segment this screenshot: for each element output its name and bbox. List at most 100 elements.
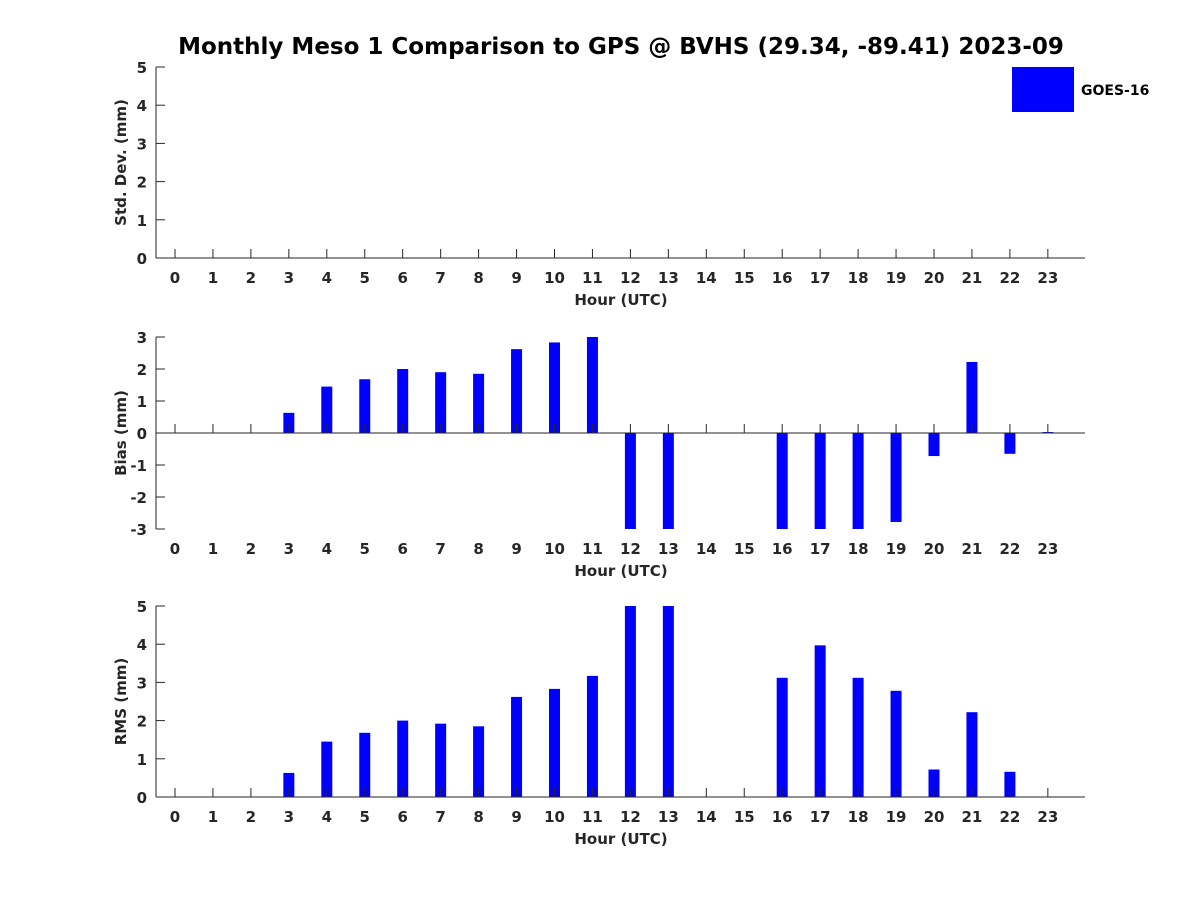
y-axis-label: Std. Dev. (mm)	[112, 99, 130, 226]
y-tick-label: 3	[137, 674, 147, 692]
x-tick-label: 1	[208, 808, 218, 826]
bar-hour-8	[473, 726, 485, 797]
bar-hour-8	[473, 373, 485, 433]
legend-label: GOES-16	[1081, 83, 1149, 99]
x-tick-label: 17	[810, 540, 831, 558]
x-tick-label: 20	[924, 540, 945, 558]
x-tick-label: 6	[397, 540, 407, 558]
bar-hour-3	[283, 772, 295, 797]
x-tick-label: 15	[734, 269, 755, 287]
x-tick-label: 8	[473, 269, 483, 287]
x-tick-label: 10	[544, 808, 565, 826]
x-tick-label: 9	[511, 269, 521, 287]
x-tick-label: 5	[360, 269, 370, 287]
x-tick-label: 11	[582, 808, 603, 826]
bar-hour-20	[928, 433, 940, 457]
x-tick-label: 13	[658, 540, 679, 558]
x-tick-label: 2	[246, 808, 256, 826]
bar-hour-9	[511, 696, 523, 797]
bar-hour-13	[662, 606, 674, 797]
x-tick-label: 22	[999, 540, 1020, 558]
x-tick-label: 21	[962, 269, 983, 287]
x-tick-label: 16	[772, 808, 793, 826]
x-axis-label: Hour (UTC)	[574, 562, 667, 580]
x-tick-label: 18	[848, 269, 869, 287]
bar-hour-5	[359, 379, 371, 433]
x-tick-label: 3	[284, 808, 294, 826]
x-tick-label: 0	[170, 808, 180, 826]
bar-hour-16	[776, 677, 788, 797]
y-tick-label: 0	[137, 425, 147, 443]
x-tick-label: 17	[810, 808, 831, 826]
panel-1: 0 1 2 3 4 5 6 7 8 9 10 11 12 13 14 15 16 17 18 19 20 21 22 2301…	[112, 59, 1085, 309]
y-axis-label: RMS (mm)	[112, 658, 130, 745]
x-tick-label: 15	[734, 540, 755, 558]
x-tick-label: 22	[999, 269, 1020, 287]
bar-hour-18	[852, 677, 864, 797]
bar-series	[283, 337, 1054, 529]
bar-hour-4	[321, 386, 333, 433]
bar-hour-19	[890, 433, 902, 522]
x-tick-label: 7	[435, 269, 445, 287]
x-tick-label: 21	[962, 540, 983, 558]
x-tick-label: 5	[360, 540, 370, 558]
x-tick-label: 4	[322, 540, 332, 558]
x-tick-label: 14	[696, 269, 717, 287]
bar-hour-17	[814, 645, 826, 797]
bar-hour-4	[321, 741, 333, 797]
bar-hour-11	[586, 337, 598, 433]
legend-swatch	[1012, 67, 1074, 112]
bar-hour-11	[586, 675, 598, 797]
x-tick-label: 19	[886, 808, 907, 826]
bar-hour-12	[624, 606, 636, 797]
bar-hour-5	[359, 732, 371, 797]
bar-hour-3	[283, 412, 295, 433]
x-tick-label: 1	[208, 269, 218, 287]
y-tick-label: 5	[137, 598, 147, 616]
x-tick-label: 8	[473, 808, 483, 826]
bar-hour-18	[852, 433, 864, 529]
y-tick-label: 2	[137, 361, 147, 379]
y-tick-label: -3	[130, 521, 147, 539]
x-tick-label: 5	[360, 808, 370, 826]
x-tick-label: 16	[772, 269, 793, 287]
y-tick-label: 4	[137, 636, 147, 654]
bar-hour-10	[549, 342, 560, 433]
x-tick-label: 20	[924, 808, 945, 826]
panels: 0 1 2 3 4 5 6 7 8 9 10 11 12 13 14 15 16 17 18 19 20 21 22 2301…	[112, 59, 1085, 848]
x-tick-label: 14	[696, 808, 717, 826]
x-tick-label: 12	[620, 540, 641, 558]
x-tick-label: 23	[1037, 540, 1058, 558]
x-tick-label: 6	[397, 808, 407, 826]
x-axis-label: Hour (UTC)	[574, 291, 667, 309]
x-tick-label: 13	[658, 269, 679, 287]
x-tick-label: 23	[1037, 808, 1058, 826]
bar-hour-7	[435, 372, 447, 433]
y-tick-label: 3	[137, 135, 147, 153]
x-tick-label: 21	[962, 808, 983, 826]
bar-hour-22	[1004, 771, 1016, 797]
panel-3: 0 1 2 3 4 5 6 7 8 9 10 11 12 13 14 15 16 17 18 19 20 21 22 2301…	[112, 598, 1085, 848]
bar-hour-12	[624, 433, 636, 529]
x-tick-label: 17	[810, 269, 831, 287]
x-tick-label: 10	[544, 269, 565, 287]
x-tick-label: 22	[999, 808, 1020, 826]
x-tick-label: 0	[170, 540, 180, 558]
x-tick-label: 1	[208, 540, 218, 558]
bar-hour-20	[928, 769, 940, 797]
x-tick-label: 20	[924, 269, 945, 287]
x-tick-label: 11	[582, 269, 603, 287]
x-axis-label: Hour (UTC)	[574, 830, 667, 848]
x-tick-label: 4	[322, 808, 332, 826]
bar-hour-19	[890, 690, 902, 797]
bar-hour-21	[966, 712, 978, 797]
x-tick-label: 12	[620, 269, 641, 287]
x-tick-label: 8	[473, 540, 483, 558]
bar-hour-10	[549, 688, 560, 797]
bar-series	[283, 606, 1016, 797]
x-tick-label: 7	[435, 540, 445, 558]
x-tick-label: 0	[170, 269, 180, 287]
x-tick-label: 2	[246, 269, 256, 287]
legend: GOES-16	[1012, 67, 1149, 112]
